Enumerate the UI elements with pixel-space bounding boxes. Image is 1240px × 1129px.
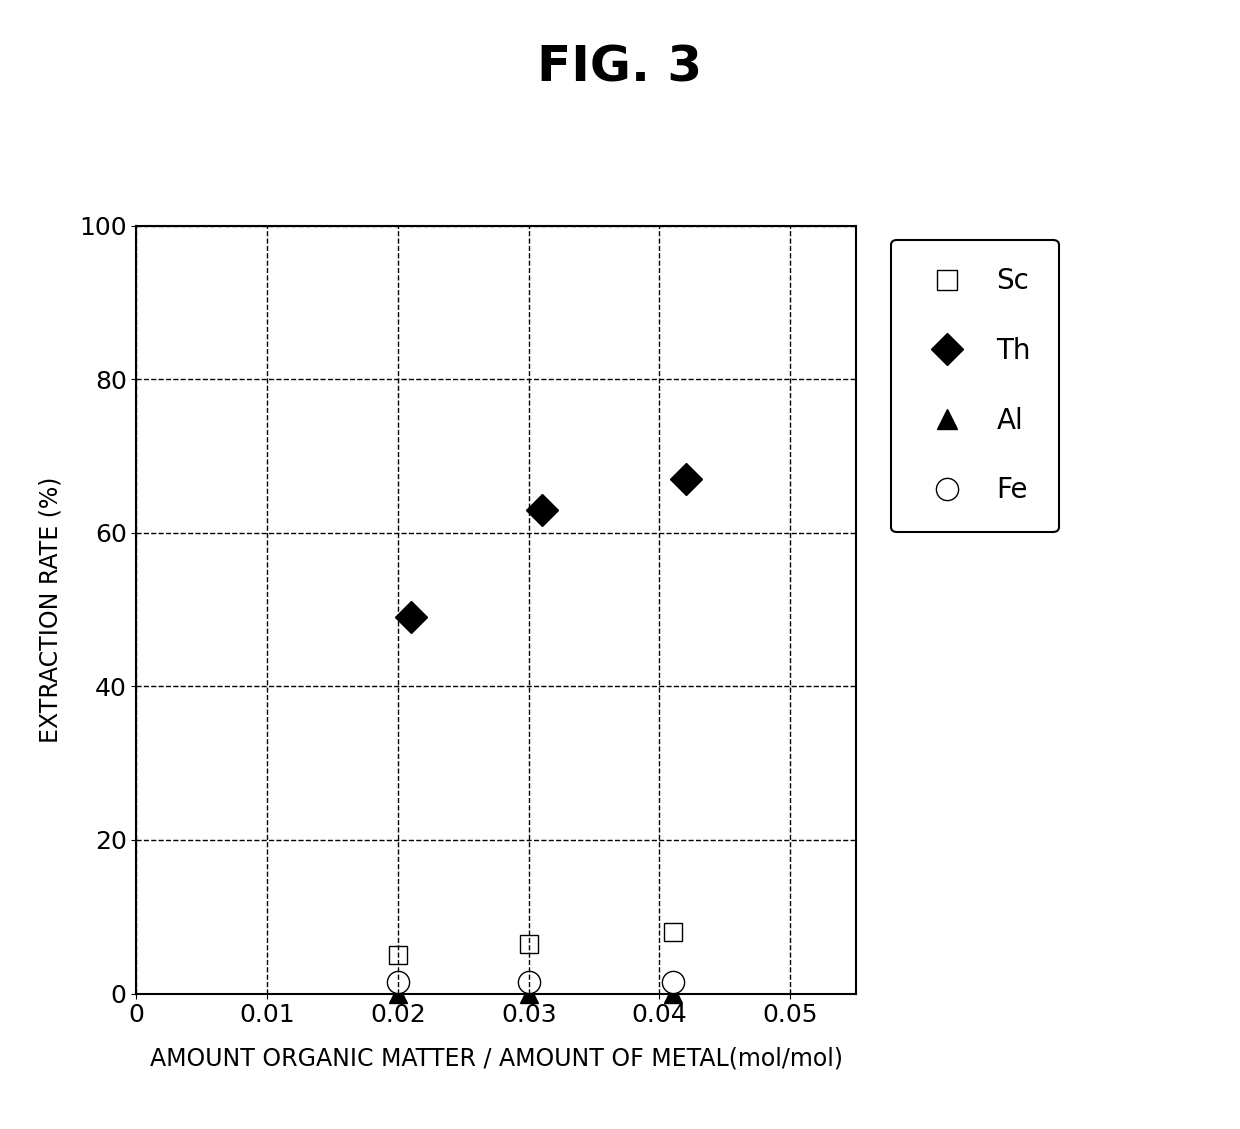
X-axis label: AMOUNT ORGANIC MATTER / AMOUNT OF METAL(mol/mol): AMOUNT ORGANIC MATTER / AMOUNT OF METAL(… [150, 1047, 842, 1070]
Text: FIG. 3: FIG. 3 [537, 44, 703, 91]
Y-axis label: EXTRACTION RATE (%): EXTRACTION RATE (%) [38, 476, 62, 743]
Legend: Sc, Th, Al, Fe: Sc, Th, Al, Fe [892, 239, 1059, 532]
